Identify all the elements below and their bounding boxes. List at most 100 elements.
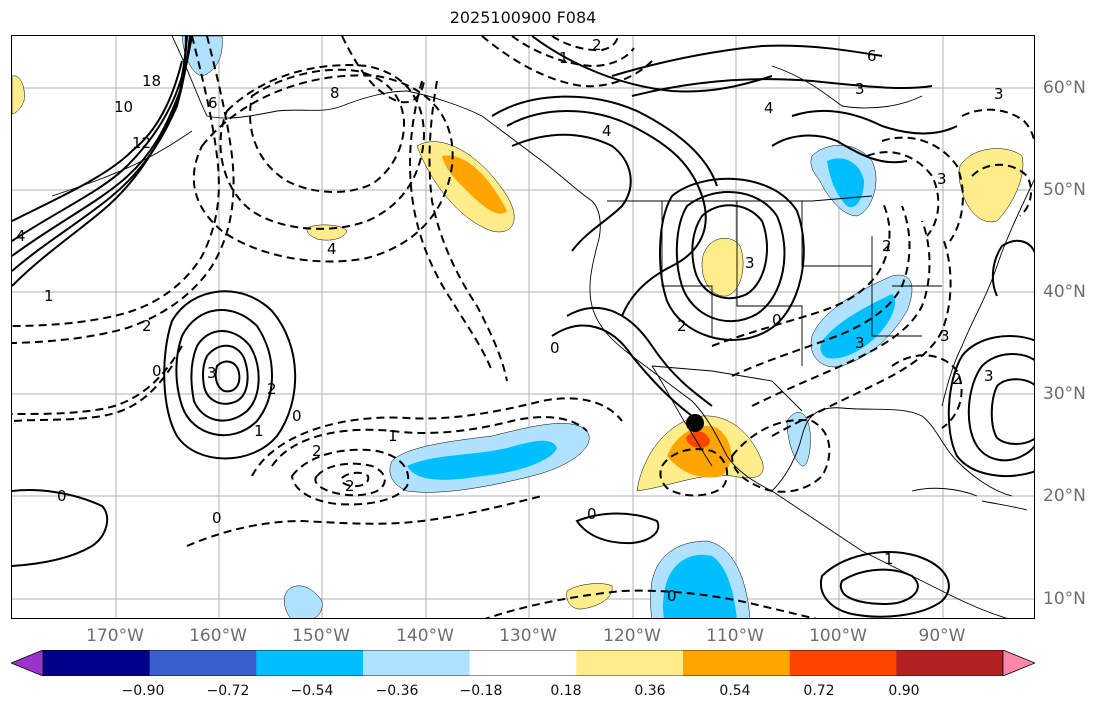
solid-contour-11	[506, 110, 707, 317]
map-panel: 6 3 4 4 3 3 3 3 2 1 0 1 0 10 18 12 6 4 2…	[11, 35, 1035, 619]
shade-equatorial-core	[663, 554, 737, 618]
lat-label-60n: 60°N	[1043, 78, 1086, 98]
coast-alaska	[171, 36, 408, 119]
lon-label-150w: 150°W	[292, 626, 350, 646]
dashed-contour-15	[428, 80, 508, 382]
solid-contour-21	[551, 324, 693, 417]
dashed-contour-22	[751, 220, 931, 407]
dashed-contour-5	[192, 74, 454, 263]
solid-contour-30	[12, 489, 109, 567]
shade-ne-pacific-core	[442, 155, 507, 214]
lat-label-30n: 30°N	[1043, 384, 1086, 404]
contour-label: 8	[330, 84, 340, 102]
dashed-contour-20	[711, 200, 891, 347]
lat-label-10n: 10°N	[1043, 589, 1086, 609]
shade-subtropical-core	[407, 440, 557, 480]
shade-rockies-positive	[701, 238, 744, 297]
border-states-2	[736, 201, 803, 366]
border-states-1	[661, 201, 713, 336]
colorbar-tick-label: 0.72	[803, 683, 835, 699]
solid-contour-2	[12, 36, 191, 272]
border-states-4	[871, 236, 922, 337]
colorbar-segment	[683, 650, 791, 676]
chart-title: 2025100900 F084	[449, 8, 597, 27]
lat-label-50n: 50°N	[1043, 180, 1086, 200]
dashed-contour-12	[251, 397, 623, 477]
contour-labels: 6 3 4 4 3 3 3 3 2 1 0 1 0 10 18 12 6 4 2…	[16, 36, 1004, 605]
contour-label: 0	[667, 587, 677, 605]
dashed-contour-31	[891, 354, 963, 429]
dashed-contour-13	[186, 495, 543, 547]
shade-west-edge-positive	[12, 75, 25, 115]
solid-contour-15	[611, 44, 883, 77]
lon-label-100w: 100°W	[809, 626, 867, 646]
shade-mid-pacific-positive	[306, 224, 348, 241]
contour-label: 2	[345, 477, 355, 495]
dashed-contour-3	[249, 68, 406, 193]
solid-contour-14	[531, 36, 773, 93]
solid-contour-9	[214, 360, 241, 393]
dashed-contour-14	[409, 80, 493, 372]
lon-label-130w: 130°W	[499, 626, 557, 646]
contour-label: 0	[587, 505, 597, 523]
dashed-contour-23	[771, 240, 952, 437]
contour-label: 0	[57, 487, 67, 505]
solid-contour-18	[675, 191, 786, 323]
shade-south-pacific-negative	[284, 585, 323, 618]
lon-label-120w: 120°W	[603, 626, 661, 646]
contour-label: 3	[937, 170, 947, 188]
colorbar-min-extend	[11, 650, 44, 676]
lon-label-110w: 110°W	[706, 626, 764, 646]
anomaly-shading	[12, 36, 1024, 618]
solid-contour-13	[511, 133, 632, 252]
dashed-contour-6	[12, 365, 173, 422]
dashed-contour-21	[731, 205, 911, 377]
solid-contour-29	[839, 568, 919, 605]
contour-label: 2	[677, 317, 687, 335]
contour-label: 1	[388, 427, 398, 445]
coast-east	[941, 179, 1034, 407]
contour-label: 12	[132, 134, 151, 152]
colorbar-segment	[363, 650, 471, 676]
contour-label: 3	[207, 364, 217, 382]
contour-label: 18	[142, 72, 161, 90]
lat-label-40n: 40°N	[1043, 282, 1086, 302]
contour-label: 2	[312, 442, 322, 460]
solid-contour-7	[190, 330, 260, 422]
contour-label: 3	[855, 334, 865, 352]
solid-contour-26	[947, 335, 1034, 477]
colorbar-segment	[256, 650, 364, 676]
colorbar-segment	[43, 650, 151, 676]
coast-baja	[651, 365, 713, 467]
shade-baja-red	[686, 431, 710, 449]
shade-gulf-negative	[786, 412, 811, 467]
dashed-contour-7	[12, 345, 183, 415]
border-us-mexico	[651, 365, 803, 412]
solid-contour-20	[566, 306, 713, 407]
contour-label: 0	[152, 362, 162, 380]
contour-label: 2	[952, 370, 962, 388]
colorbar-segment	[576, 650, 684, 676]
contour-label: 4	[602, 122, 612, 140]
dashed-contours	[12, 36, 1034, 618]
contour-label: 6	[867, 47, 877, 65]
lat-label-20n: 20°N	[1043, 486, 1086, 506]
colorbar-segment	[896, 650, 1004, 676]
lon-label-160w: 160°W	[189, 626, 247, 646]
contour-label: 3	[855, 80, 865, 98]
colorbar-segment	[469, 650, 577, 676]
contour-label: 10	[114, 98, 133, 116]
dashed-contour-4	[219, 64, 426, 230]
dashed-contour-18	[511, 36, 635, 68]
colorbar-tick-label: −0.90	[121, 683, 165, 699]
dashed-contour-19	[551, 36, 619, 52]
shade-south-positive	[566, 583, 613, 610]
islands-caribbean	[981, 500, 1028, 511]
contour-label: 0	[212, 509, 222, 527]
dashed-contour-10	[340, 471, 370, 488]
colorbar-segments	[42, 650, 1004, 676]
solid-contour-25	[967, 353, 1034, 462]
contour-label: 3	[984, 367, 994, 385]
contour-label: 2	[267, 380, 277, 398]
solid-contour-19	[659, 177, 805, 341]
